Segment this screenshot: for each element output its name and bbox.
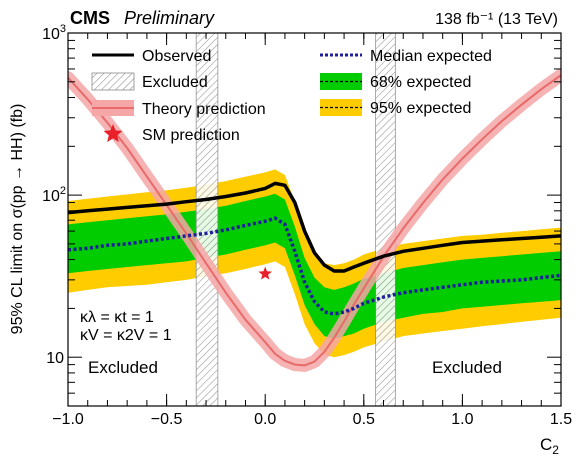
legend-label-sm: SM prediction [142, 127, 240, 144]
sm-legend-star-icon [103, 124, 123, 143]
y-tick-label: 103 [42, 23, 66, 43]
x-tick-label: 0.0 [254, 411, 276, 428]
x-tick-label: 0.5 [353, 411, 375, 428]
kappa-annotation-2: κV = κ2V = 1 [80, 327, 172, 344]
legend-item-observed: Observed [92, 48, 211, 65]
x-tick-label: 1.0 [451, 411, 473, 428]
legend-item-theory: Theory prediction [92, 100, 266, 118]
legend-item-sm: SM prediction [103, 124, 240, 144]
legend-label-observed: Observed [142, 48, 211, 65]
excluded-region-1 [195, 33, 219, 406]
x-axis-title: C2 [540, 435, 559, 457]
sm-marker-layer [258, 266, 272, 280]
legend-item-band68: 68% expected [320, 73, 471, 91]
legend-label-theory: Theory prediction [142, 101, 266, 118]
kappa-annotation-1: κλ = κt = 1 [80, 309, 154, 326]
legend-label-band95: 95% expected [370, 100, 471, 117]
excluded-left-label: Excluded [88, 358, 158, 377]
x-tick-label: −0.5 [151, 411, 183, 428]
axis-ticks: −1.0 −0.5 0.0 0.5 1.0 1.5 10 102 103 [42, 23, 572, 428]
median-expected-line [68, 216, 561, 316]
observed-line [68, 181, 561, 273]
limit-curves [68, 33, 561, 406]
legend-item-excluded: Excluded [91, 72, 208, 91]
sm-prediction-star-icon [258, 266, 272, 280]
luminosity-label: 138 fb⁻¹ (13 TeV) [435, 11, 558, 28]
y-tick-label: 102 [42, 185, 66, 205]
excluded-region-2 [375, 33, 396, 406]
y-tick-label: 10 [46, 350, 64, 367]
y-axis-title: 95% CL limit on σ(pp → HH) (fb) [9, 104, 26, 335]
legend-label-band68: 68% expected [370, 74, 471, 91]
plot-frame [67, 32, 562, 407]
experiment-label: CMS [70, 8, 110, 28]
legend-item-median: Median expected [320, 48, 492, 65]
status-label: Preliminary [124, 8, 215, 28]
x-tick-label: 1.5 [550, 411, 572, 428]
legend-label-excluded: Excluded [142, 74, 208, 91]
legend-label-median: Median expected [370, 48, 492, 65]
legend-item-band95: 95% expected [320, 99, 471, 117]
excluded-right-label: Excluded [432, 358, 502, 377]
legend: Observed Excluded Theory prediction SM p… [91, 48, 492, 144]
x-tick-label: −1.0 [52, 411, 84, 428]
